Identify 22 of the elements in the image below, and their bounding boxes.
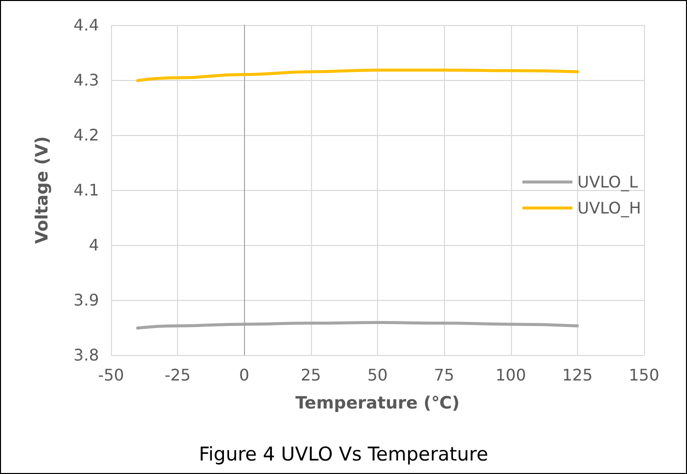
y-tick-label: 4 (88, 236, 99, 254)
text: Figure 4 UVLO Vs Temperature (198, 444, 488, 466)
legend-label: UVLO_H (577, 198, 641, 218)
y-axis-title: Voltage (V) (32, 136, 52, 244)
x-tick-label: 50 (367, 366, 388, 384)
x-tick-label: 150 (628, 366, 660, 384)
y-tick-label: 4.1 (74, 180, 99, 200)
y-tick-label: 3.9 (74, 290, 99, 310)
x-tick-label: 100 (495, 366, 526, 384)
y-tick-label: 4.2 (74, 126, 99, 144)
line-series (136, 68, 579, 82)
x-tick-label: 125 (562, 366, 593, 384)
legend-label: UVLO_L (577, 172, 638, 192)
y-tick-label: 4.4 (74, 16, 99, 34)
y-tick-label: 4.3 (74, 70, 99, 90)
x-tick-label: -50 (98, 366, 124, 384)
x-tick-label: 0 (239, 366, 250, 384)
x-axis-title: Temperature (℃) (295, 394, 460, 414)
x-tick-label: 25 (300, 366, 322, 384)
x-tick-label: -25 (164, 366, 191, 384)
x-tick-label: 75 (434, 366, 454, 384)
y-tick-label: 3.8 (74, 346, 99, 364)
